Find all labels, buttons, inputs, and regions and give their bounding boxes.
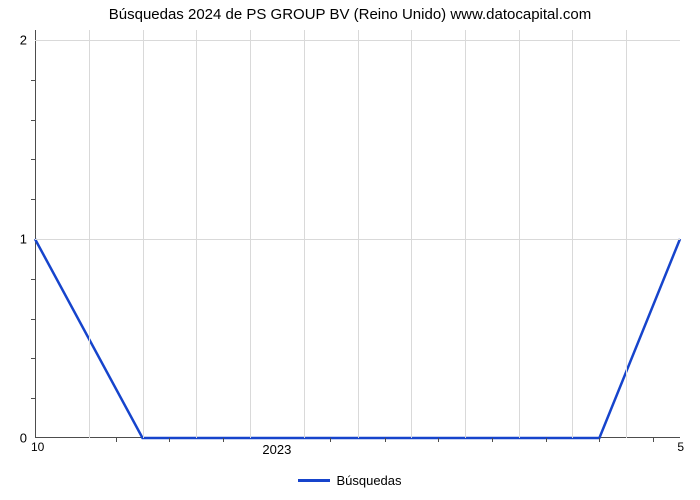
y-minor-tick [31,120,35,121]
legend-label: Búsquedas [336,473,401,488]
y-minor-tick [31,159,35,160]
y-minor-tick [31,398,35,399]
x-minor-tick [653,438,654,442]
legend-swatch [298,479,330,482]
grid-line-v [572,30,573,438]
grid-line-v [143,30,144,438]
grid-line-v [519,30,520,438]
x-corner-left-label: 10 [31,438,44,454]
y-tick-label: 2 [20,32,35,47]
grid-line-v [250,30,251,438]
x-minor-tick [116,438,117,442]
grid-line-v [196,30,197,438]
y-minor-tick [31,199,35,200]
grid-line-v [89,30,90,438]
x-minor-tick [546,438,547,442]
x-minor-tick [599,438,600,442]
x-corner-right-label: 5 [677,438,684,454]
x-minor-tick [330,438,331,442]
grid-line-v [465,30,466,438]
legend: Búsquedas [0,472,700,488]
grid-line-v [626,30,627,438]
x-tick-label: 2023 [262,438,291,457]
y-minor-tick [31,279,35,280]
y-minor-tick [31,319,35,320]
chart-title: Búsquedas 2024 de PS GROUP BV (Reino Uni… [0,6,700,23]
grid-line-v [358,30,359,438]
y-minor-tick [31,358,35,359]
y-tick-label: 1 [20,231,35,246]
x-minor-tick [438,438,439,442]
y-minor-tick [31,80,35,81]
x-minor-tick [169,438,170,442]
x-minor-tick [492,438,493,442]
plot-area: 0122023105 [35,30,680,438]
x-minor-tick [223,438,224,442]
grid-line-v [411,30,412,438]
x-minor-tick [385,438,386,442]
grid-line-v [304,30,305,438]
